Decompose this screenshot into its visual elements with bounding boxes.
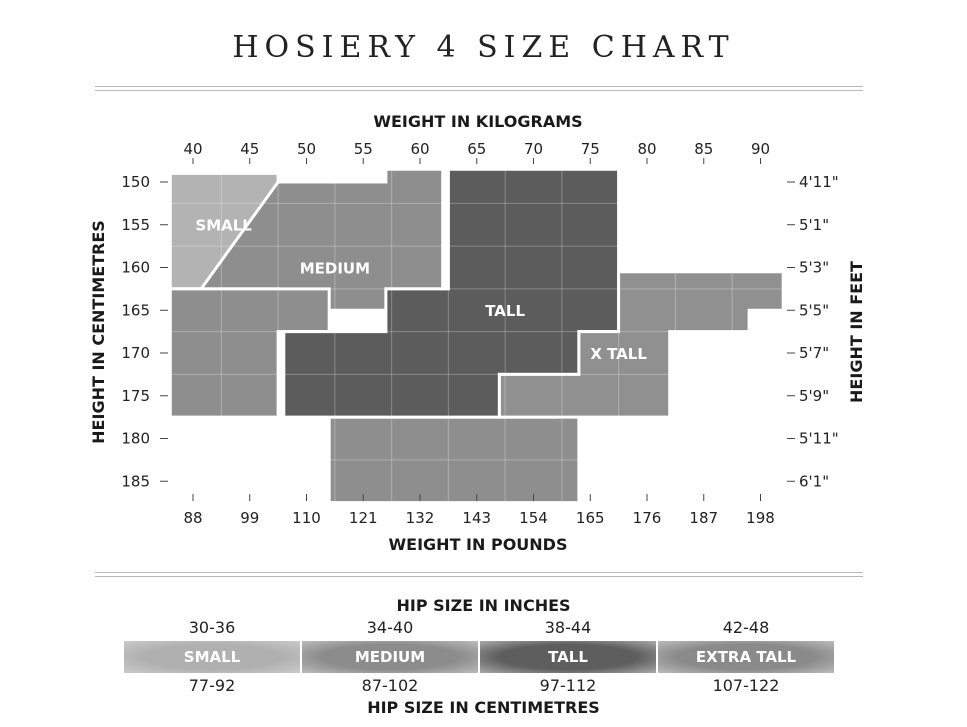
lb-tick-label: 198 bbox=[746, 509, 775, 527]
ft-tick-label: 5'3" bbox=[799, 259, 829, 277]
hip-cm-value: 97-112 bbox=[539, 676, 597, 695]
ft-tick-label: 5'5" bbox=[799, 301, 829, 319]
lb-tick-label: 99 bbox=[240, 509, 259, 527]
region-label-medium: MEDIUM bbox=[300, 259, 370, 277]
lb-tick-label: 121 bbox=[349, 509, 378, 527]
region-medium-2 bbox=[168, 287, 331, 419]
kg-tick-label: 55 bbox=[354, 140, 373, 158]
cm-tick-label: 165 bbox=[121, 301, 150, 319]
region-label-small: SMALL bbox=[195, 217, 252, 235]
hip-inches-label: HIP SIZE IN INCHES bbox=[396, 596, 571, 615]
kg-tick-label: 90 bbox=[751, 140, 770, 158]
size-chart: SMALL MEDIUM TALL X TALL WEIGHT IN KILOGRAMS… bbox=[89, 112, 866, 554]
page-title: HOSIERY 4 SIZE CHART bbox=[232, 30, 735, 65]
kg-tick-label: 85 bbox=[694, 140, 713, 158]
kg-tick-label: 60 bbox=[410, 140, 429, 158]
ft-tick-label: 5'1" bbox=[799, 216, 829, 234]
cm-tick-label: 180 bbox=[121, 430, 150, 448]
ft-tick-label: 6'1" bbox=[799, 472, 829, 490]
lb-tick-label: 143 bbox=[462, 509, 491, 527]
top-rule bbox=[95, 86, 863, 87]
top-axis-title: WEIGHT IN KILOGRAMS bbox=[373, 112, 582, 131]
hip-inches-value: 38-44 bbox=[544, 618, 592, 637]
hip-cm-value: 87-102 bbox=[361, 676, 419, 695]
hip-cm-value: 77-92 bbox=[188, 676, 236, 695]
region-x-tall-5 bbox=[497, 270, 785, 419]
kg-tick-label: 65 bbox=[467, 140, 486, 158]
cm-tick-label: 185 bbox=[121, 472, 150, 490]
region-label-x-tall: X TALL bbox=[590, 345, 647, 363]
lb-tick-label: 132 bbox=[406, 509, 435, 527]
lb-tick-label: 165 bbox=[576, 509, 605, 527]
hip-cm-value: 107-122 bbox=[712, 676, 780, 695]
lb-tick-label: 110 bbox=[292, 509, 321, 527]
cm-tick-label: 175 bbox=[121, 387, 150, 405]
hip-size-bar-small: SMALL bbox=[124, 641, 300, 673]
hip-inches-value: 34-40 bbox=[366, 618, 414, 637]
hip-size-bar-medium: MEDIUM bbox=[302, 641, 478, 673]
cm-tick-label: 155 bbox=[121, 216, 150, 234]
bottom-axis-title: WEIGHT IN POUNDS bbox=[389, 535, 568, 554]
hip-size-bar-extra-tall: EXTRA TALL bbox=[658, 641, 834, 673]
region-label-tall: TALL bbox=[485, 302, 525, 320]
mid-rule-2 bbox=[95, 576, 863, 577]
mid-rule bbox=[95, 572, 863, 573]
ft-tick-label: 4'11" bbox=[799, 173, 839, 191]
region-layer bbox=[168, 167, 785, 505]
ft-tick-label: 5'9" bbox=[799, 387, 829, 405]
lb-tick-label: 154 bbox=[519, 509, 548, 527]
kg-tick-label: 70 bbox=[524, 140, 543, 158]
kg-tick-label: 45 bbox=[240, 140, 259, 158]
cm-tick-label: 170 bbox=[121, 344, 150, 362]
hip-inches-value: 30-36 bbox=[188, 618, 236, 637]
left-axis-title: HEIGHT IN CENTIMETRES bbox=[89, 220, 108, 444]
hip-size-bar-tall: TALL bbox=[480, 641, 656, 673]
cm-tick-label: 150 bbox=[121, 173, 150, 191]
lb-tick-label: 187 bbox=[689, 509, 718, 527]
kg-tick-label: 75 bbox=[581, 140, 600, 158]
hip-cm-label: HIP SIZE IN CENTIMETRES bbox=[367, 698, 600, 717]
kg-tick-label: 80 bbox=[637, 140, 656, 158]
ft-tick-label: 5'11" bbox=[799, 430, 839, 448]
top-rule-2 bbox=[95, 90, 863, 91]
kg-tick-label: 50 bbox=[297, 140, 316, 158]
ft-tick-label: 5'7" bbox=[799, 344, 829, 362]
lb-tick-label: 88 bbox=[183, 509, 202, 527]
hip-inches-value: 42-48 bbox=[722, 618, 770, 637]
kg-tick-label: 40 bbox=[183, 140, 202, 158]
right-axis-title: HEIGHT IN FEET bbox=[847, 261, 866, 403]
lb-tick-label: 176 bbox=[633, 509, 662, 527]
cm-tick-label: 160 bbox=[121, 259, 150, 277]
